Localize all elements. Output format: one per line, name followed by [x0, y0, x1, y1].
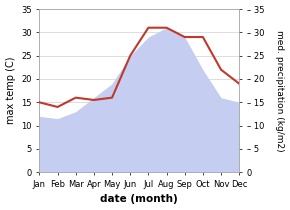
X-axis label: date (month): date (month) [100, 194, 178, 205]
Y-axis label: med. precipitation (kg/m2): med. precipitation (kg/m2) [276, 30, 284, 151]
Y-axis label: max temp (C): max temp (C) [6, 57, 16, 124]
